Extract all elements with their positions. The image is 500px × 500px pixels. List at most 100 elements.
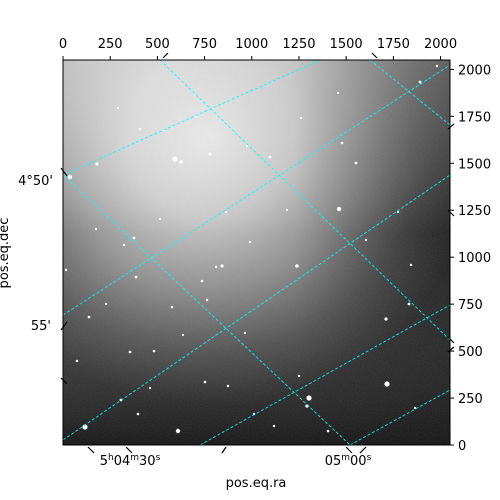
wcs-tick-7 — [359, 446, 367, 454]
star-14 — [170, 305, 174, 309]
star-50 — [224, 210, 228, 214]
star-8 — [134, 275, 138, 279]
star-53 — [64, 268, 68, 272]
star-42 — [354, 161, 358, 165]
star-54 — [409, 263, 413, 267]
dec-tick-label-1: 55' — [31, 319, 51, 334]
star-2 — [95, 162, 99, 166]
star-49 — [158, 217, 162, 221]
wcs-tick-9 — [447, 209, 455, 217]
x-pixel-tick-label-2: 500 — [145, 37, 170, 52]
star-3 — [67, 174, 73, 180]
y-pixel-tick-label-3: 750 — [458, 298, 483, 313]
star-28 — [384, 317, 388, 321]
wcs-tick-2 — [60, 377, 68, 385]
star-25 — [306, 395, 312, 401]
star-13 — [200, 279, 204, 283]
plot-frame — [62, 59, 451, 446]
wcs-tick-13 — [371, 52, 378, 59]
pixel-axes: 0 250 500 750 1000 1250 1500 1750 2000 0 250 500 750… — [59, 37, 491, 454]
wcs-tick-8 — [447, 123, 455, 130]
star-41 — [340, 141, 344, 145]
x-axis-label: pos.eq.ra — [226, 476, 287, 491]
star-27 — [384, 381, 390, 387]
star-46 — [116, 106, 120, 110]
star-44 — [336, 91, 340, 95]
star-43 — [194, 115, 198, 119]
y-pixel-tick-label-0: 0 — [458, 439, 466, 454]
star-36 — [418, 80, 422, 84]
star-52 — [94, 227, 98, 231]
star-22 — [226, 384, 230, 388]
star-48 — [248, 240, 252, 244]
star-29 — [407, 302, 411, 306]
noise-texture — [63, 60, 450, 445]
wcs-grid-line-6 — [63, 174, 351, 445]
y-pixel-tick-label-6: 1500 — [458, 157, 491, 172]
star-19 — [152, 349, 156, 353]
star-17 — [104, 302, 108, 306]
wcs-grid-line-5 — [159, 60, 450, 341]
wcs-tick-marks — [60, 52, 455, 454]
star-11 — [295, 264, 299, 268]
y-axis-label: pos.eq.dec — [0, 218, 12, 289]
star-15 — [205, 298, 209, 302]
star-5 — [268, 155, 272, 159]
y-pixel-tick-label-5: 1250 — [458, 204, 491, 219]
star-6 — [132, 236, 136, 240]
y-pixel-tick-label-7: 1750 — [458, 110, 491, 125]
star-33 — [272, 424, 276, 428]
wcs-grid-line-2 — [63, 174, 450, 441]
image-plot-area — [63, 60, 450, 445]
wcs-tick-4 — [125, 446, 133, 454]
star-31 — [175, 428, 181, 434]
wcs-tick-12 — [162, 52, 169, 59]
wcs-tick-5 — [221, 446, 227, 454]
x-pixel-tick-label-5: 1250 — [282, 37, 315, 52]
star-18 — [128, 350, 132, 354]
ra-tick-label-0: 5h04m30s — [100, 453, 161, 469]
star-47 — [364, 238, 368, 242]
star-field — [64, 64, 439, 434]
wcs-tick-3 — [87, 446, 95, 454]
x-pixel-tick-label-1: 250 — [98, 37, 123, 52]
wcs-tick-1 — [60, 321, 68, 331]
wcs-grid-line-7 — [369, 60, 450, 126]
star-56 — [181, 333, 185, 337]
wcs-tick-6 — [345, 446, 353, 454]
star-9 — [214, 265, 218, 269]
dec-tick-label-0: 4°50' — [18, 174, 53, 189]
star-34 — [326, 429, 330, 433]
star-1 — [179, 160, 183, 164]
wcs-grid-line-3 — [199, 304, 450, 445]
star-20 — [75, 359, 79, 363]
star-51 — [285, 208, 289, 212]
x-pixel-tick-label-3: 750 — [192, 37, 217, 52]
star-10 — [220, 264, 224, 268]
y-pixel-tick-label-4: 1000 — [458, 251, 491, 266]
x-pixel-tick-label-8: 2000 — [424, 37, 457, 52]
wcs-coordinate-grid — [63, 60, 450, 445]
x-pixel-tick-label-6: 1500 — [330, 37, 363, 52]
star-40 — [245, 144, 249, 148]
x-pixel-tick-label-4: 1000 — [235, 37, 268, 52]
ra-tick-labels: 5h04m30s 05m00s — [100, 453, 372, 469]
star-4 — [208, 152, 212, 156]
ra-tick-label-1: 05m00s — [325, 453, 372, 469]
wcs-tick-10 — [447, 336, 455, 344]
star-24 — [136, 412, 140, 416]
wcs-grid-line-4 — [349, 389, 450, 445]
star-45 — [299, 116, 303, 120]
star-12 — [336, 206, 342, 212]
wcs-tick-11 — [447, 346, 455, 353]
wcs-tick-0 — [60, 167, 68, 177]
star-37 — [435, 64, 439, 68]
y-pixel-tick-label-1: 250 — [458, 392, 483, 407]
dec-tick-labels: 4°50' 55' — [18, 174, 53, 334]
wcs-grid-line-0 — [63, 60, 321, 176]
star-21 — [203, 380, 207, 384]
y-pixel-tick-label-2: 500 — [458, 345, 483, 360]
star-38 — [138, 127, 142, 131]
star-58 — [297, 374, 301, 378]
